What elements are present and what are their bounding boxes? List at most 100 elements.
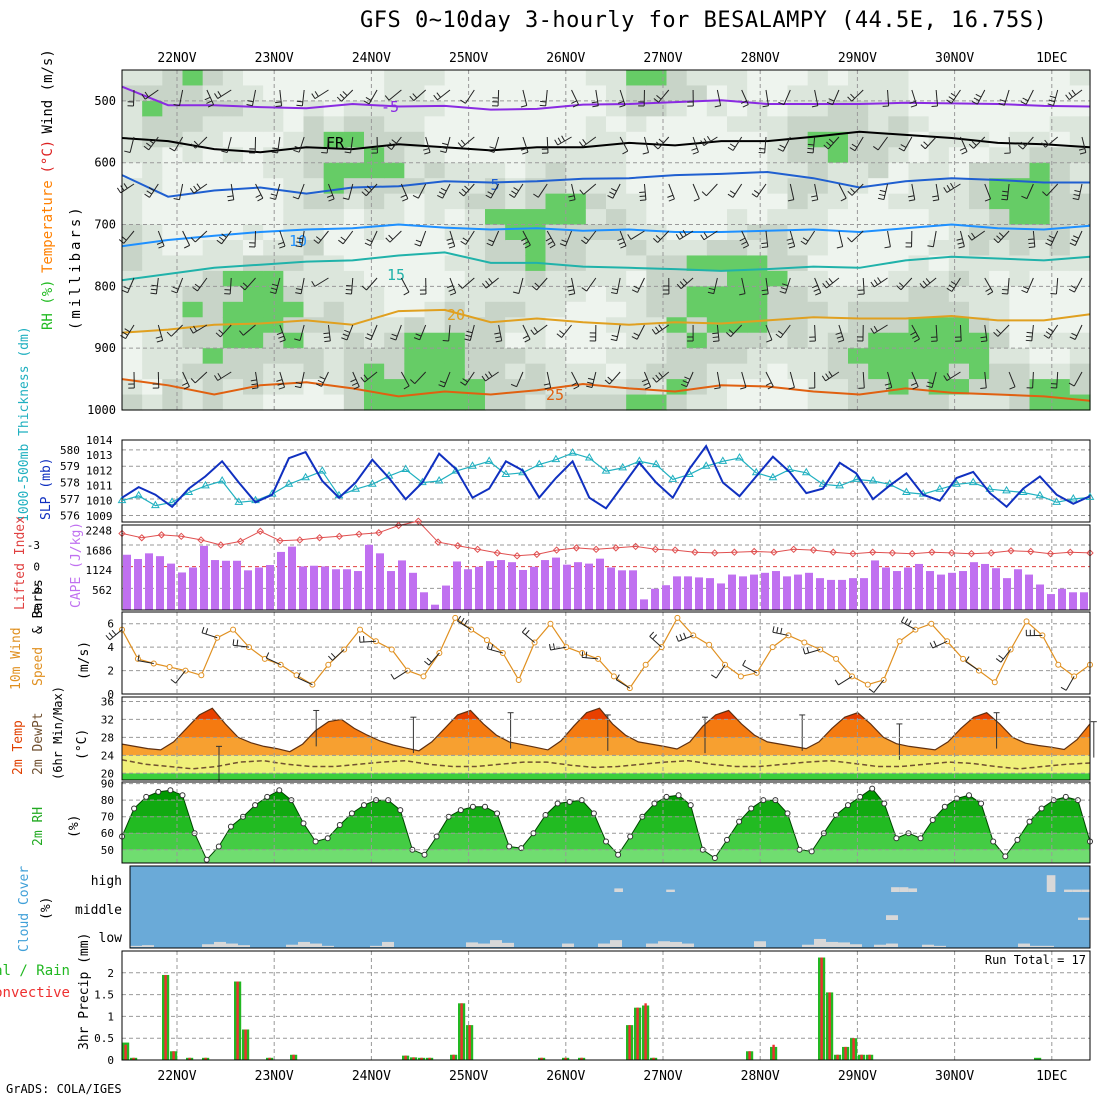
rh-cell — [243, 240, 264, 257]
wind-barb — [585, 230, 597, 245]
wind-barb-flag — [1020, 101, 1027, 105]
rh-cell — [928, 317, 950, 334]
conv-bar — [828, 992, 831, 1060]
wind-barb-flag — [922, 280, 928, 286]
rh-cell — [767, 240, 789, 257]
rh-cell — [1029, 209, 1051, 226]
rh-cell — [525, 379, 547, 396]
rh-cell — [969, 240, 990, 257]
rh-cell — [485, 394, 506, 411]
data-point — [935, 484, 945, 492]
rh-point — [155, 788, 162, 795]
wind-barb-flag — [486, 242, 493, 247]
data-point — [484, 456, 494, 464]
rh-cell — [243, 85, 264, 102]
rh-cell — [343, 209, 365, 226]
rh-cell — [807, 317, 829, 334]
rh-cell — [323, 193, 345, 210]
li-point — [987, 549, 995, 557]
rh-cell — [969, 301, 990, 318]
li-point — [908, 549, 916, 558]
wind-barb-flag — [424, 660, 430, 666]
rh-cell — [646, 394, 668, 411]
wind-barb — [197, 277, 208, 292]
rh-cell — [384, 116, 405, 133]
rh-cell — [444, 363, 466, 380]
rh-cell — [706, 116, 728, 133]
rh-cell — [1009, 162, 1031, 179]
wind-barb — [550, 646, 567, 651]
wind-barb-flag — [543, 383, 550, 386]
wind-barb-flag — [361, 285, 367, 291]
rh-cell — [545, 147, 567, 164]
rh-cell — [646, 317, 668, 334]
rh-cell — [888, 162, 910, 179]
rh-cell — [142, 363, 163, 380]
wind-barb-flag — [984, 198, 991, 202]
rh-cell — [162, 301, 184, 318]
cape-bar — [827, 579, 835, 610]
wind-barb — [157, 324, 164, 341]
wind-barb-flag — [579, 141, 584, 147]
wind-barb-flag — [189, 327, 194, 334]
wind-barb-flag — [620, 245, 627, 249]
cape-bar — [783, 576, 791, 610]
wind-barb-flag — [495, 340, 502, 343]
rh-cell — [263, 178, 284, 195]
wind-barb-flag — [440, 187, 447, 192]
rh-cell — [283, 147, 305, 164]
wind-barb-flag — [166, 331, 172, 337]
rh-cell — [868, 301, 889, 318]
isotherm-line — [121, 85, 1091, 111]
wind-barb-flag — [1041, 142, 1046, 148]
wind-barb-flag — [494, 336, 502, 339]
wind-barb — [1081, 136, 1087, 153]
li-point — [849, 549, 857, 558]
rh-cell — [807, 131, 829, 148]
li-point — [256, 527, 264, 535]
rh-cell — [364, 317, 385, 334]
rh-cell — [727, 209, 748, 226]
wind-point — [642, 661, 649, 668]
rh-cell — [323, 317, 345, 334]
rh-cell — [222, 224, 244, 241]
temp-band — [122, 755, 1090, 774]
rh-cell — [787, 85, 809, 102]
wind-barb-flag — [1069, 336, 1076, 340]
rh-cell — [646, 100, 668, 117]
wind-barb — [350, 136, 354, 153]
wind-barb-flag — [761, 289, 768, 292]
wind-barb-flag — [156, 339, 163, 343]
rh-cell — [545, 178, 567, 195]
wind-barb-flag — [1018, 144, 1024, 150]
rh-point — [1038, 805, 1045, 812]
rh-cell — [1029, 70, 1051, 87]
rh-cell — [444, 116, 466, 133]
rh-cell — [827, 224, 849, 241]
rh-cell — [1009, 240, 1031, 257]
rh-cell — [263, 116, 284, 133]
cape-tick: 1686 — [86, 544, 113, 557]
wind-barb-flag — [828, 371, 833, 377]
rh-cell — [848, 255, 869, 272]
wind-barb — [765, 89, 769, 106]
rh-cell — [384, 348, 405, 365]
rh-cell — [888, 131, 910, 148]
wind-barb-flag — [296, 100, 303, 103]
rh-cell — [384, 240, 405, 257]
rh-cell — [969, 270, 990, 287]
li-point — [236, 537, 245, 546]
rh-cell — [706, 394, 728, 411]
wind-point — [452, 614, 459, 621]
wind-barb-flag — [486, 642, 490, 649]
wind-barb-flag — [462, 378, 468, 383]
rh-cell — [545, 162, 567, 179]
rh-cell — [747, 240, 768, 257]
cape-bar — [695, 577, 703, 610]
data-point — [151, 500, 160, 509]
rh-cell — [464, 255, 486, 272]
wind-barb — [984, 324, 988, 341]
data-point — [217, 476, 227, 484]
rh-cell — [404, 379, 426, 396]
ylabel-units: (millibars) — [68, 204, 84, 330]
